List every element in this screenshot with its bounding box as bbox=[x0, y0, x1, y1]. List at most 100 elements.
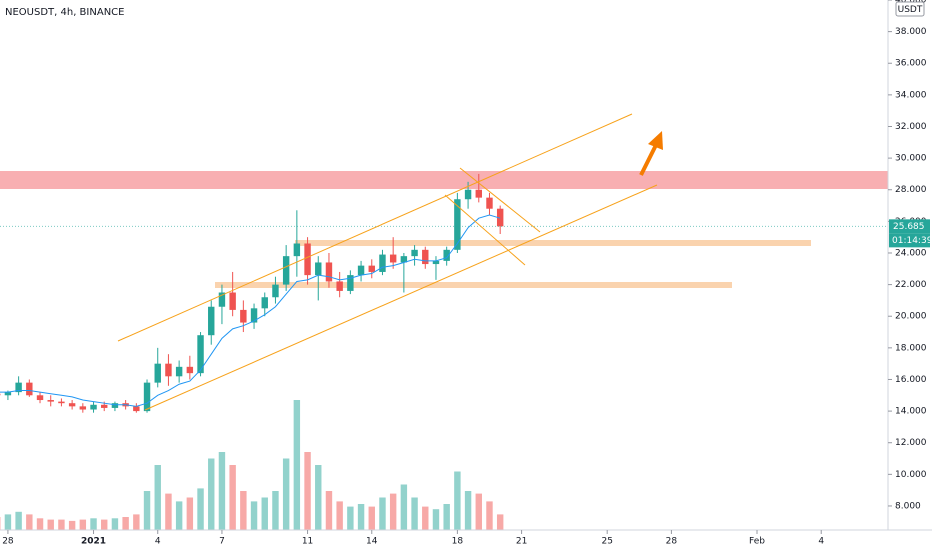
candle-body bbox=[112, 403, 118, 408]
candle-body bbox=[411, 250, 417, 256]
candle-body bbox=[155, 364, 161, 383]
candle-body bbox=[465, 190, 471, 199]
volume-bar bbox=[58, 520, 64, 530]
candle-body bbox=[133, 406, 139, 411]
volume-bar bbox=[262, 498, 268, 531]
volume-bar bbox=[219, 452, 225, 530]
volume-bar bbox=[454, 472, 460, 531]
y-tick-label: 16.000 bbox=[895, 375, 927, 385]
candle-body bbox=[208, 307, 214, 335]
volume-bar bbox=[187, 498, 193, 531]
volume-bar bbox=[133, 514, 139, 530]
unit-label: USDT bbox=[898, 5, 923, 15]
volume-bar bbox=[476, 494, 482, 530]
y-tick-label: 18.000 bbox=[895, 343, 927, 353]
volume-bar bbox=[165, 494, 171, 530]
candle-body bbox=[229, 293, 235, 310]
volume-bar bbox=[401, 485, 407, 531]
volume-bar bbox=[5, 514, 11, 530]
volume-bar bbox=[80, 520, 86, 530]
countdown-label: 01:14:39 bbox=[892, 236, 932, 246]
x-tick-label: 4 bbox=[818, 537, 824, 547]
y-tick-label: 38.000 bbox=[895, 27, 927, 37]
y-tick-label: 28.000 bbox=[895, 185, 927, 195]
volume-bar bbox=[251, 501, 257, 530]
candle-body bbox=[26, 383, 32, 396]
candle-body bbox=[80, 406, 86, 409]
candle-body bbox=[358, 266, 364, 275]
x-tick-label: 21 bbox=[516, 537, 527, 547]
candle-body bbox=[187, 367, 193, 373]
volume-bar bbox=[358, 504, 364, 530]
x-tick-label: 4 bbox=[155, 537, 161, 547]
x-tick-label: 28 bbox=[2, 537, 14, 547]
candle-body bbox=[304, 243, 310, 275]
candle-body bbox=[454, 199, 460, 250]
candle-body bbox=[69, 403, 75, 406]
y-tick-label: 36.000 bbox=[895, 59, 927, 69]
y-tick-label: 32.000 bbox=[895, 122, 927, 132]
candle-body bbox=[326, 262, 332, 281]
candle-body bbox=[422, 250, 428, 264]
volume-bar bbox=[208, 459, 214, 531]
candle-body bbox=[37, 395, 43, 400]
y-tick-label: 22.000 bbox=[895, 280, 927, 290]
candle-body bbox=[336, 281, 342, 290]
y-tick-label: 10.000 bbox=[895, 470, 927, 480]
volume-bar bbox=[294, 400, 300, 530]
support-zone bbox=[295, 240, 811, 246]
volume-bar bbox=[48, 520, 54, 530]
y-tick-label: 8.000 bbox=[895, 501, 921, 511]
volume-bar bbox=[101, 520, 107, 530]
volume-bar bbox=[465, 491, 471, 530]
x-tick-label: 18 bbox=[452, 537, 464, 547]
volume-bar bbox=[486, 501, 492, 530]
volume-bar bbox=[336, 501, 342, 530]
volume-bar bbox=[304, 452, 310, 530]
volume-bar bbox=[283, 459, 289, 531]
y-tick-label: 14.000 bbox=[895, 407, 927, 417]
last-price-label: 25.685 bbox=[893, 222, 925, 232]
volume-bar bbox=[37, 518, 43, 530]
y-tick-label: 20.000 bbox=[895, 312, 927, 322]
x-tick-label: 25 bbox=[601, 537, 612, 547]
candle-body bbox=[165, 364, 171, 377]
candle-body bbox=[486, 198, 492, 209]
x-tick-label: 7 bbox=[219, 537, 225, 547]
volume-bar bbox=[326, 491, 332, 530]
volume-bar bbox=[197, 488, 203, 530]
candle-body bbox=[369, 266, 375, 272]
candle-body bbox=[262, 297, 268, 308]
volume-bar bbox=[26, 514, 32, 530]
volume-bar bbox=[69, 521, 75, 530]
y-tick-label: 24.000 bbox=[895, 248, 927, 258]
volume-bar bbox=[497, 514, 503, 530]
candle-body bbox=[101, 405, 107, 408]
volume-bar bbox=[379, 498, 385, 531]
volume-bar bbox=[122, 517, 128, 530]
y-tick-label: 34.000 bbox=[895, 90, 927, 100]
candle-body bbox=[379, 255, 385, 272]
candle-body bbox=[176, 367, 182, 376]
volume-bar bbox=[443, 504, 449, 530]
volume-bar bbox=[112, 518, 118, 530]
volume-bar bbox=[390, 494, 396, 530]
volume-bar bbox=[90, 518, 96, 530]
volume-bar bbox=[347, 507, 353, 530]
candle-body bbox=[48, 400, 54, 402]
candle-body bbox=[144, 383, 150, 411]
candle-body bbox=[294, 243, 300, 256]
candle-body bbox=[58, 402, 64, 404]
x-tick-label: 14 bbox=[366, 537, 378, 547]
volume-bar bbox=[240, 491, 246, 530]
volume-bar bbox=[422, 507, 428, 530]
volume-bar bbox=[315, 465, 321, 530]
candle-body bbox=[390, 255, 396, 263]
volume-bar bbox=[411, 498, 417, 531]
volume-bar bbox=[144, 491, 150, 530]
chart-title: NEOUSDT, 4h, BINANCE bbox=[5, 7, 124, 18]
volume-bar bbox=[229, 465, 235, 530]
candle-body bbox=[272, 285, 278, 298]
